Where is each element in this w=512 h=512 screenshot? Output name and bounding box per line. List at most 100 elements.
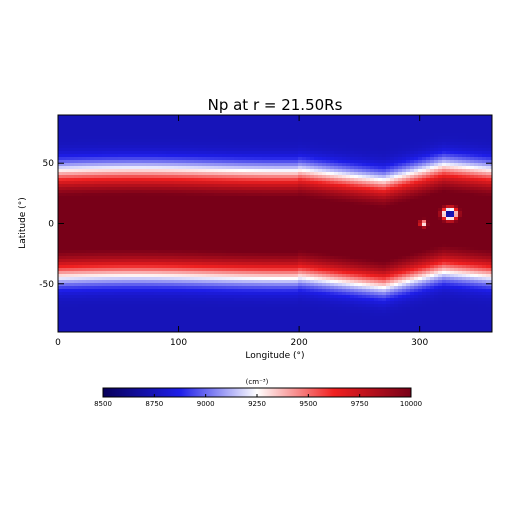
heatmap-cell bbox=[174, 142, 179, 146]
heatmap-cell bbox=[234, 319, 239, 323]
heatmap-cell bbox=[286, 130, 291, 134]
heatmap-cell bbox=[282, 163, 287, 167]
heatmap-cell bbox=[170, 229, 175, 233]
heatmap-cell bbox=[194, 262, 199, 266]
heatmap-cell bbox=[274, 130, 279, 134]
heatmap-cell bbox=[234, 226, 239, 230]
heatmap-cell bbox=[90, 304, 95, 308]
heatmap-cell bbox=[270, 301, 275, 305]
heatmap-cell bbox=[146, 211, 151, 215]
heatmap-cell bbox=[150, 232, 155, 236]
heatmap-cell bbox=[330, 142, 335, 146]
heatmap-cell bbox=[162, 244, 167, 248]
heatmap-cell bbox=[202, 199, 207, 203]
heatmap-cell bbox=[82, 145, 87, 149]
heatmap-cell bbox=[106, 136, 111, 140]
heatmap-cell bbox=[202, 310, 207, 314]
heatmap-cell bbox=[118, 163, 123, 167]
heatmap-cell bbox=[162, 268, 167, 272]
heatmap-cell bbox=[98, 154, 103, 158]
heatmap-cell bbox=[158, 154, 163, 158]
heatmap-cell bbox=[178, 232, 183, 236]
heatmap-cell bbox=[218, 124, 223, 128]
heatmap-cell bbox=[266, 196, 271, 200]
heatmap-cell bbox=[230, 130, 235, 134]
heatmap-cell bbox=[218, 265, 223, 269]
heatmap-cell bbox=[98, 226, 103, 230]
heatmap-cell bbox=[126, 139, 131, 143]
heatmap-cell bbox=[258, 328, 263, 332]
heatmap-cell bbox=[122, 286, 127, 290]
heatmap-cell bbox=[226, 256, 231, 260]
heatmap-cell bbox=[102, 184, 107, 188]
heatmap-cell bbox=[226, 175, 231, 179]
heatmap-cell bbox=[310, 289, 315, 293]
heatmap-cell bbox=[74, 241, 79, 245]
heatmap-cell bbox=[94, 178, 99, 182]
heatmap-cell bbox=[270, 190, 275, 194]
heatmap-cell bbox=[94, 211, 99, 215]
heatmap-cell bbox=[62, 301, 67, 305]
heatmap-cell bbox=[62, 217, 67, 221]
heatmap-cell bbox=[254, 175, 259, 179]
heatmap-cell bbox=[114, 223, 119, 227]
heatmap-cell bbox=[150, 298, 155, 302]
heatmap-cell bbox=[170, 154, 175, 158]
heatmap-cell bbox=[286, 238, 291, 242]
heatmap-cell bbox=[182, 322, 187, 326]
heatmap-cell bbox=[194, 250, 199, 254]
heatmap-cell bbox=[202, 115, 207, 119]
heatmap-cell bbox=[178, 280, 183, 284]
heatmap-cell bbox=[282, 232, 287, 236]
heatmap-cell bbox=[190, 313, 195, 317]
heatmap-cell bbox=[90, 277, 95, 281]
heatmap-cell bbox=[122, 325, 127, 329]
heatmap-cell bbox=[134, 124, 139, 128]
heatmap-cell bbox=[114, 208, 119, 212]
heatmap-cell bbox=[226, 244, 231, 248]
heatmap-cell bbox=[162, 169, 167, 173]
heatmap-cell bbox=[74, 247, 79, 251]
heatmap-cell bbox=[94, 220, 99, 224]
heatmap-cell bbox=[306, 151, 311, 155]
heatmap-cell bbox=[262, 181, 267, 185]
heatmap-cell bbox=[278, 211, 283, 215]
heatmap-cell bbox=[286, 247, 291, 251]
heatmap-cell bbox=[106, 283, 111, 287]
heatmap-cell bbox=[294, 310, 299, 314]
heatmap-cell bbox=[326, 127, 331, 131]
heatmap-cell bbox=[238, 205, 243, 209]
heatmap-cell bbox=[134, 175, 139, 179]
heatmap-cell bbox=[194, 124, 199, 128]
heatmap-cell bbox=[258, 226, 263, 230]
heatmap-cell bbox=[130, 325, 135, 329]
heatmap-cell bbox=[258, 229, 263, 233]
heatmap-cell bbox=[318, 247, 323, 251]
heatmap-cell bbox=[170, 199, 175, 203]
heatmap-cell bbox=[146, 115, 151, 119]
heatmap-cell bbox=[146, 145, 151, 149]
heatmap-cell bbox=[154, 328, 159, 332]
heatmap-cell bbox=[206, 154, 211, 158]
heatmap-cell bbox=[266, 328, 271, 332]
heatmap-cell bbox=[82, 292, 87, 296]
heatmap-cell bbox=[134, 274, 139, 278]
heatmap-cell bbox=[306, 325, 311, 329]
heatmap-cell bbox=[122, 265, 127, 269]
heatmap-cell bbox=[158, 151, 163, 155]
heatmap-cell bbox=[182, 181, 187, 185]
heatmap-cell bbox=[230, 184, 235, 188]
heatmap-cell bbox=[230, 136, 235, 140]
heatmap-cell bbox=[302, 154, 307, 158]
heatmap-cell bbox=[206, 295, 211, 299]
heatmap-cell bbox=[146, 172, 151, 176]
heatmap-cell bbox=[326, 175, 331, 179]
heatmap-cell bbox=[142, 298, 147, 302]
heatmap-cell bbox=[198, 244, 203, 248]
heatmap-cell bbox=[170, 289, 175, 293]
heatmap-cell bbox=[258, 277, 263, 281]
heatmap-cell bbox=[314, 163, 319, 167]
heatmap-cell bbox=[110, 223, 115, 227]
heatmap-cell bbox=[66, 238, 71, 242]
heatmap-cell bbox=[306, 250, 311, 254]
